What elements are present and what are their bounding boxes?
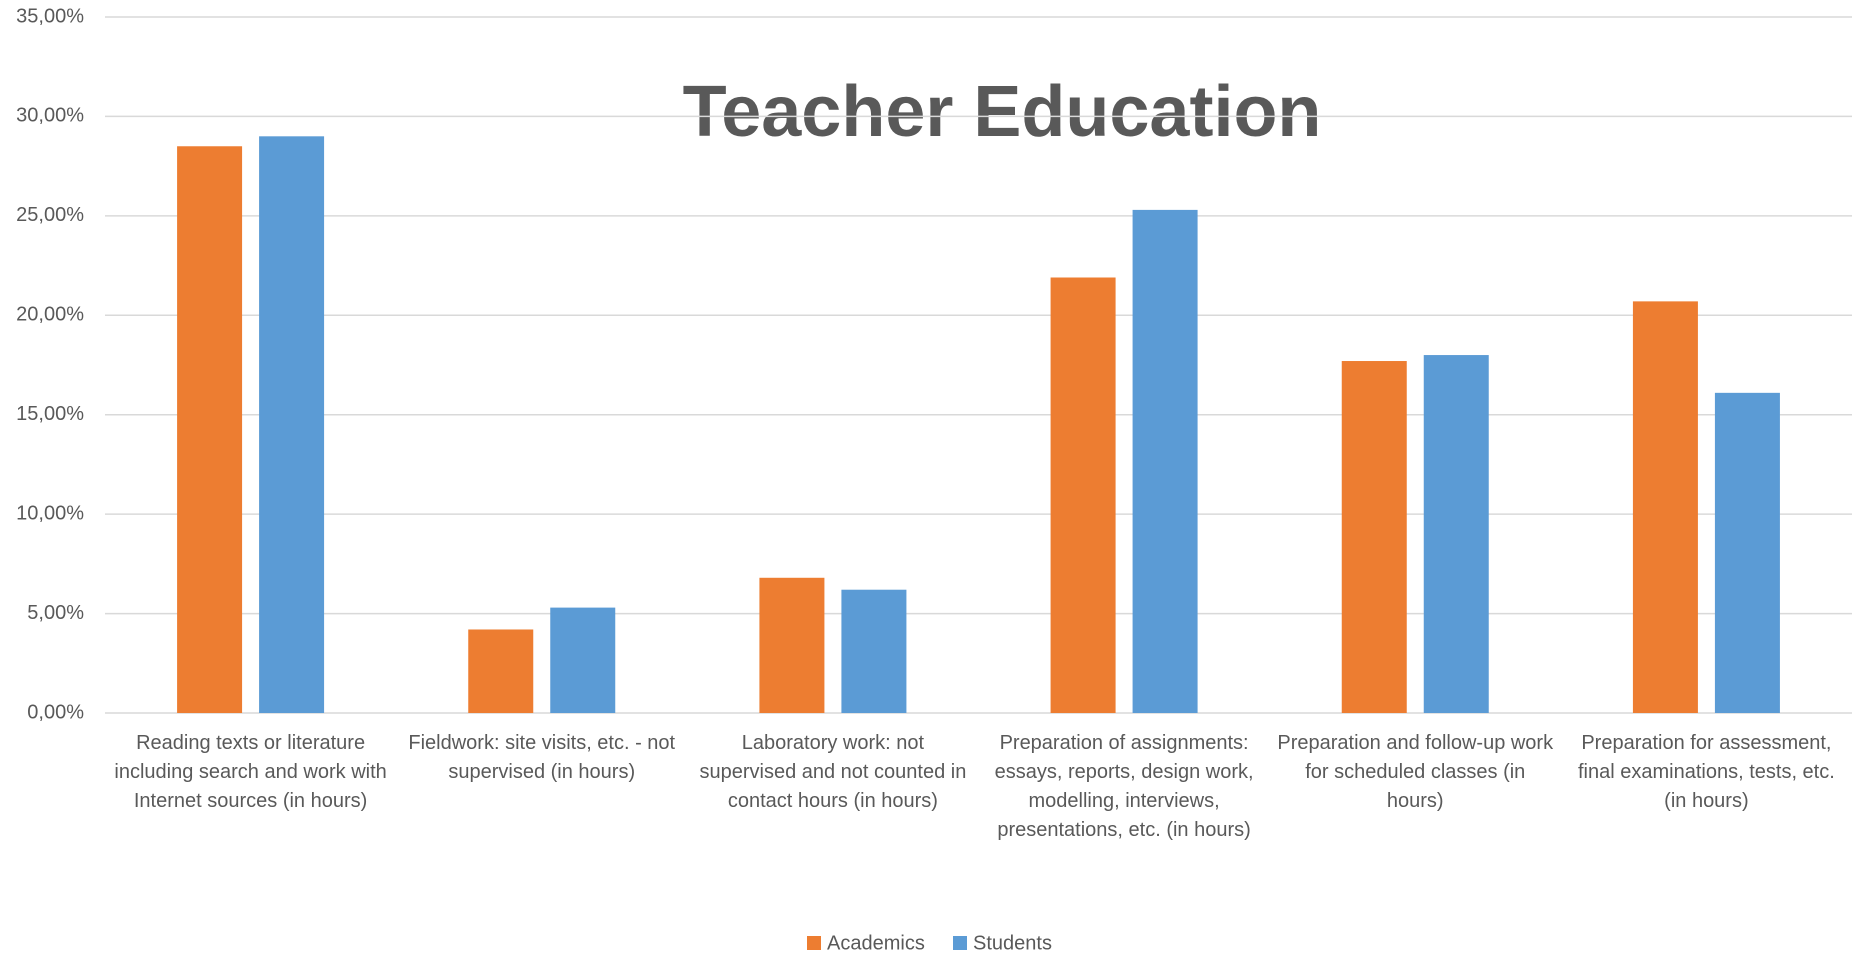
bar	[1714, 392, 1780, 713]
x-tick-label: Fieldwork: site visits, etc. - not super…	[408, 732, 676, 783]
bar	[550, 607, 616, 713]
legend-swatch	[953, 936, 967, 950]
legend-label: Academics	[827, 932, 925, 954]
x-tick-label: Preparation for assessment, final examin…	[1578, 732, 1835, 812]
y-tick-label: 5,00%	[27, 602, 84, 624]
bar	[1050, 277, 1116, 713]
y-tick-label: 10,00%	[16, 502, 84, 524]
bar	[468, 629, 534, 713]
bar	[1132, 209, 1198, 714]
bar	[841, 589, 907, 713]
bar	[759, 577, 825, 713]
bar	[177, 146, 243, 713]
y-tick-label: 0,00%	[27, 701, 84, 723]
chart-title: Teacher Education	[683, 72, 1322, 152]
y-tick-label: 15,00%	[16, 403, 84, 425]
y-tick-label: 35,00%	[16, 5, 84, 27]
y-tick-label: 25,00%	[16, 204, 84, 226]
legend-swatch	[807, 936, 821, 950]
x-tick-label: Preparation of assignments: essays, repo…	[994, 732, 1254, 841]
bar	[1423, 355, 1489, 713]
bar	[259, 136, 325, 714]
bar	[1341, 361, 1407, 713]
legend-label: Students	[973, 932, 1052, 954]
bar	[1632, 301, 1698, 713]
y-tick-label: 30,00%	[16, 105, 84, 127]
x-tick-label: Preparation and follow-up work for sched…	[1277, 732, 1554, 812]
x-tick-label: Laboratory work: not supervised and not …	[699, 732, 967, 812]
y-tick-label: 20,00%	[16, 304, 84, 326]
x-tick-label: Reading texts or literature including se…	[114, 732, 387, 812]
